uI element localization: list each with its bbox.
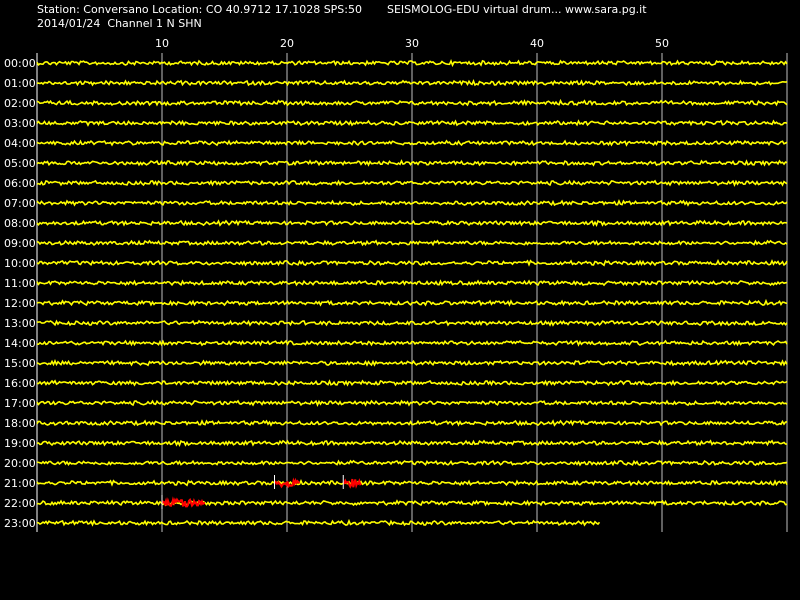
trace-1700 bbox=[36, 399, 788, 407]
trace-2100 bbox=[36, 478, 788, 487]
minute-tick-50: 50 bbox=[655, 37, 669, 50]
hour-label-2000: 20:00 bbox=[4, 457, 36, 470]
seismic-traces bbox=[36, 59, 788, 527]
event-1 bbox=[342, 478, 362, 489]
hour-label-1900: 19:00 bbox=[4, 437, 36, 450]
hour-label-0600: 06:00 bbox=[4, 177, 36, 190]
hour-label-2100: 21:00 bbox=[4, 477, 36, 490]
trace-0600 bbox=[36, 179, 788, 187]
hour-label-0200: 02:00 bbox=[4, 97, 36, 110]
trace-0500 bbox=[36, 159, 788, 167]
trace-0000 bbox=[36, 59, 788, 68]
hour-label-1200: 12:00 bbox=[4, 297, 36, 310]
trace-0400 bbox=[36, 139, 788, 147]
trace-1400 bbox=[37, 339, 788, 347]
hour-label-1100: 11:00 bbox=[4, 277, 36, 290]
hour-label-1000: 10:00 bbox=[4, 257, 36, 270]
trace-0100 bbox=[36, 79, 788, 87]
minute-tick-10: 10 bbox=[155, 37, 169, 50]
hour-label-1800: 18:00 bbox=[4, 417, 36, 430]
trace-0800 bbox=[36, 219, 788, 228]
date-channel-info: 2014/01/24 Channel 1 N SHN bbox=[37, 17, 202, 30]
trace-1800 bbox=[36, 419, 788, 427]
trace-0300 bbox=[36, 119, 788, 127]
trace-2000 bbox=[36, 459, 788, 467]
hour-labels: 00:00 01:00 02:00 03:00 04:00 05:00 06:00 07:00… bbox=[4, 57, 36, 530]
minute-tick-20: 20 bbox=[280, 37, 294, 50]
hour-label-0800: 08:00 bbox=[4, 217, 36, 230]
trace-1100 bbox=[36, 279, 788, 287]
trace-1900 bbox=[36, 439, 788, 448]
hour-label-0100: 01:00 bbox=[4, 77, 36, 90]
event-0 bbox=[274, 477, 301, 489]
hour-label-2300: 23:00 bbox=[4, 517, 36, 530]
hour-label-0400: 04:00 bbox=[4, 137, 36, 150]
trace-2300 bbox=[36, 518, 601, 527]
hour-label-1400: 14:00 bbox=[4, 337, 36, 350]
trace-1200 bbox=[36, 298, 788, 307]
hour-label-1600: 16:00 bbox=[4, 377, 36, 390]
minute-tick-labels: 10 20 30 40 50 bbox=[155, 37, 669, 50]
minute-tick-40: 40 bbox=[530, 37, 544, 50]
hour-label-0300: 03:00 bbox=[4, 117, 36, 130]
event-2 bbox=[161, 496, 205, 508]
trace-1000 bbox=[36, 258, 788, 267]
hour-label-1300: 13:00 bbox=[4, 317, 36, 330]
hour-label-0700: 07:00 bbox=[4, 197, 36, 210]
station-info: Station: Conversano Location: CO 40.9712… bbox=[37, 3, 362, 16]
app-title: SEISMOLOG-EDU virtual drum... www.sara.p… bbox=[387, 3, 647, 16]
trace-0200 bbox=[36, 98, 788, 107]
minute-grid bbox=[36, 53, 788, 532]
hour-label-2200: 22:00 bbox=[4, 497, 36, 510]
trace-0900 bbox=[36, 239, 788, 247]
trace-1500 bbox=[36, 359, 788, 367]
hour-label-1700: 17:00 bbox=[4, 397, 36, 410]
hour-label-0900: 09:00 bbox=[4, 237, 36, 250]
hour-label-1500: 15:00 bbox=[4, 357, 36, 370]
hour-label-0500: 05:00 bbox=[4, 157, 36, 170]
trace-0700 bbox=[36, 199, 788, 207]
minute-tick-30: 30 bbox=[405, 37, 419, 50]
trace-1600 bbox=[36, 379, 788, 387]
hour-label-0000: 00:00 bbox=[4, 57, 36, 70]
trace-1300 bbox=[37, 319, 788, 327]
